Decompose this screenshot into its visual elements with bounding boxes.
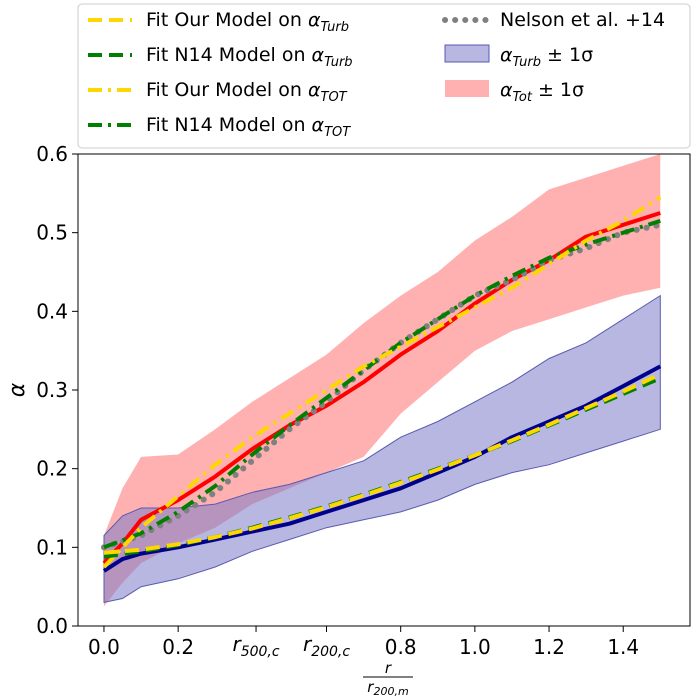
series-line-4 (102, 195, 662, 569)
y-tick-label-5: 0.5 (36, 221, 68, 245)
x-tick-label-special-1: r200,c (303, 632, 350, 660)
y-tick-label-3: 0.3 (36, 378, 68, 402)
legend-label-band_turb: αTurb ± 1σ (500, 44, 593, 70)
x-tick-label-1: 0.2 (162, 635, 194, 659)
y-tick-label-2: 0.2 (36, 457, 68, 481)
x-axis-ticks: 0.0 0.2 0.8 1.0 1.2 1.4 r500,c r200,c (88, 626, 639, 660)
y-tick-label-1: 0.1 (36, 535, 68, 559)
band-turb-sigma (103, 294, 661, 604)
x-tick-label-3: 1.0 (459, 635, 491, 659)
legend-label-band_tot: αTot ± 1σ (500, 79, 584, 105)
legend-handle-band_tot (445, 80, 489, 97)
y-tick-label-4: 0.4 (36, 299, 68, 323)
legend-handle-band_turb (444, 44, 490, 63)
y-tick-label-0: 0.0 (36, 614, 68, 638)
legend-box (77, 3, 691, 149)
y-axis-label: α (5, 382, 30, 397)
series-line-0 (102, 211, 661, 565)
x-tick-label-5: 1.4 (607, 635, 639, 659)
y-tick-label-6: 0.6 (36, 142, 68, 166)
series-line-1 (102, 364, 662, 573)
data-lines (101, 195, 664, 573)
y-axis-label-text: α (5, 382, 30, 397)
band-tot-sigma (104, 154, 661, 607)
legend-label-nelson: Nelson et al. +14 (500, 9, 665, 31)
legend-label-fit_n14_tot: Fit N14 Model on αTOT (146, 114, 351, 140)
x-tick-label-4: 1.2 (533, 635, 565, 659)
x-tick-label-0: 0.0 (88, 635, 120, 659)
x-tick-label-2: 0.8 (385, 635, 417, 659)
x-tick-label-special-0: r500,c (232, 632, 279, 660)
confidence-bands (103, 154, 661, 607)
legend-label-fit_n14_turb: Fit N14 Model on αTurb (146, 44, 353, 70)
legend: Fit Our Model on αTurb Fit N14 Model on α… (77, 3, 691, 149)
x-label-numerator: r (385, 659, 392, 677)
legend-label-fit_our_tot: Fit Our Model on αTOT (146, 79, 348, 105)
y-axis-ticks: 0.0 0.1 0.2 0.3 0.4 0.5 0.6 (36, 142, 78, 638)
x-label-denominator: r200,m (367, 678, 408, 698)
legend-label-fit_our_turb: Fit Our Model on αTurb (146, 9, 349, 35)
series-line-6 (103, 372, 662, 555)
